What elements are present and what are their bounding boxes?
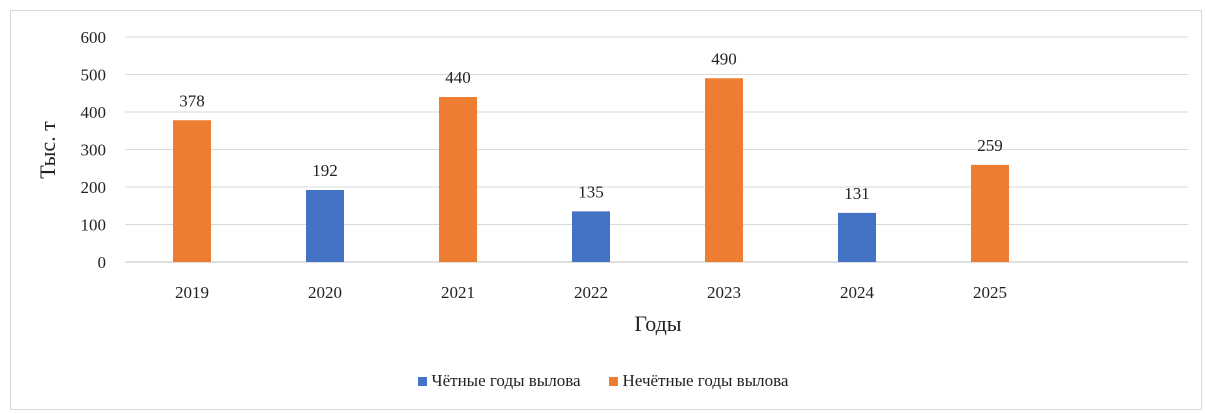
bar-2019 bbox=[173, 120, 211, 262]
x-tick-label-2022: 2022 bbox=[574, 283, 608, 302]
legend-label-even: Чётные годы вылова bbox=[431, 371, 581, 390]
y-axis-title: Тыс. т bbox=[35, 121, 60, 179]
legend-label-odd: Нечётные годы вылова bbox=[622, 371, 789, 390]
y-tick-label: 0 bbox=[98, 253, 107, 272]
x-tick-label-2025: 2025 bbox=[973, 283, 1007, 302]
data-labels: 378 192 440 135 490 131 259 bbox=[179, 49, 1003, 203]
legend: Чётные годы вылова Нечётные годы вылова bbox=[0, 371, 1206, 391]
data-label-2022: 135 bbox=[578, 182, 604, 201]
x-tick-label-2023: 2023 bbox=[707, 283, 741, 302]
y-tick-label: 600 bbox=[81, 28, 107, 47]
y-tick-label: 300 bbox=[81, 141, 107, 160]
bars bbox=[173, 78, 1009, 262]
bar-2024 bbox=[838, 212, 876, 262]
bar-2021 bbox=[439, 97, 477, 262]
data-label-2023: 490 bbox=[711, 49, 737, 68]
data-label-2024: 131 bbox=[844, 184, 870, 203]
y-tick-label: 100 bbox=[81, 216, 107, 235]
data-label-2020: 192 bbox=[312, 161, 338, 180]
legend-swatch-odd bbox=[608, 376, 618, 386]
x-tick-label-2019: 2019 bbox=[175, 283, 209, 302]
y-axis-ticks: 0 100 200 300 400 500 600 bbox=[81, 28, 107, 272]
x-axis-ticks: 2019 2020 2021 2022 2023 2024 2025 bbox=[175, 283, 1007, 302]
x-tick-label-2020: 2020 bbox=[308, 283, 342, 302]
bar-2025 bbox=[971, 164, 1009, 262]
bar-2022 bbox=[572, 211, 610, 262]
legend-item-odd: Нечётные годы вылова bbox=[608, 371, 789, 391]
data-label-2025: 259 bbox=[977, 136, 1003, 155]
gridlines bbox=[125, 36, 1188, 263]
data-label-2021: 440 bbox=[445, 68, 471, 87]
y-tick-label: 500 bbox=[81, 66, 107, 85]
x-tick-label-2021: 2021 bbox=[441, 283, 475, 302]
bar-2023 bbox=[705, 78, 743, 262]
y-tick-label: 200 bbox=[81, 178, 107, 197]
data-label-2019: 378 bbox=[179, 91, 205, 110]
legend-swatch-even bbox=[417, 376, 427, 386]
x-axis-title: Годы bbox=[634, 311, 681, 336]
bar-2020 bbox=[306, 190, 344, 262]
legend-item-even: Чётные годы вылова bbox=[417, 371, 581, 391]
x-tick-label-2024: 2024 bbox=[840, 283, 875, 302]
y-tick-label: 400 bbox=[81, 103, 107, 122]
